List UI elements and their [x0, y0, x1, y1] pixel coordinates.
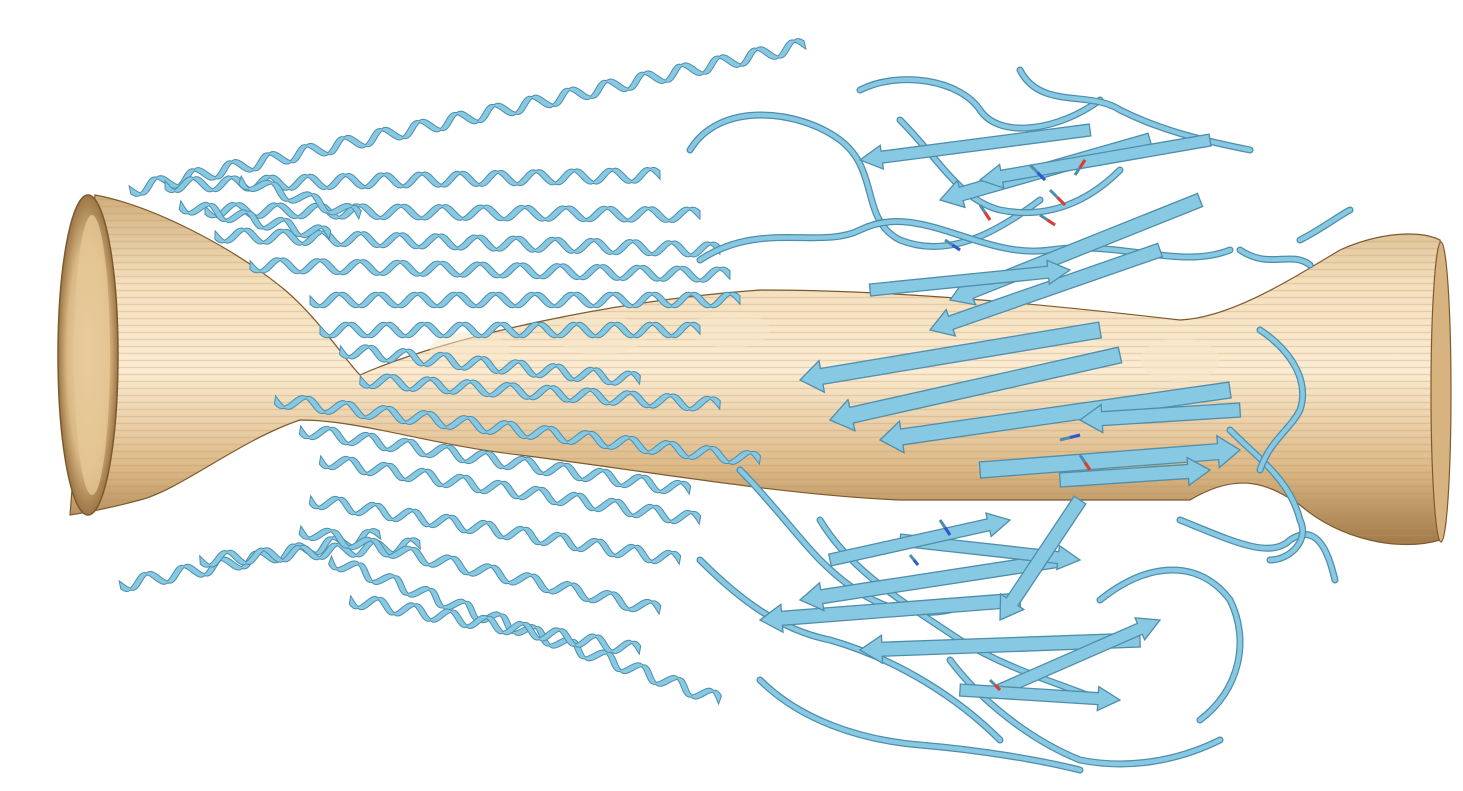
- beta-strand-arrow-icon: [928, 242, 1164, 337]
- beta-strand-arrow-icon: [798, 321, 1103, 394]
- atom-stick: [1078, 159, 1087, 169]
- loop-outline: [946, 656, 1224, 768]
- helix-segment-icon: [309, 291, 741, 309]
- beta-strand-arrow-icon: [958, 683, 1122, 712]
- helix-segment-icon: [238, 174, 362, 221]
- helix-segment-icon: [318, 454, 702, 526]
- atom-stick: [1056, 196, 1067, 207]
- loop-segment-icon: [697, 557, 1003, 743]
- atom-stick: [993, 683, 1002, 692]
- helix-segment-icon: [204, 202, 701, 223]
- atom-stick: [983, 211, 992, 221]
- helix-segment-icon: [359, 373, 721, 412]
- beta-strand-arrow-icon: [948, 192, 1204, 306]
- atom-stick: [943, 526, 952, 536]
- atom-stick: [1036, 171, 1047, 182]
- atom-stick: [912, 559, 920, 566]
- loop-segment-icon: [857, 77, 1103, 131]
- atom-stick: [951, 243, 961, 252]
- helix-segment-icon: [164, 166, 661, 194]
- beta-strand-arrow-icon: [1078, 402, 1242, 434]
- loop-segment-icon: [1097, 567, 1243, 723]
- loop-segment-icon: [1177, 517, 1338, 583]
- loop-segment-icon: [1237, 207, 1353, 268]
- helix-segment-icon: [249, 257, 731, 283]
- beta-strand-arrow-icon: [827, 512, 1012, 567]
- loop-segment-icon: [1227, 427, 1305, 563]
- atom-stick: [1069, 433, 1081, 439]
- helix-segment-icon: [273, 394, 762, 466]
- beta-strand-arrow-icon: [858, 123, 1092, 171]
- loop-segment-icon: [947, 657, 1223, 767]
- helix-segment-icon: [328, 554, 722, 706]
- beta-strand-arrow-icon: [978, 434, 1242, 479]
- helix-segment-icon: [128, 38, 807, 197]
- beta-strand-arrow-icon: [999, 495, 1087, 622]
- beta-strand-arrow-icon: [878, 381, 1232, 454]
- helix-segment-icon: [298, 424, 692, 496]
- helix-segment-icon: [348, 594, 642, 656]
- beta-strand-arrow-icon: [758, 592, 1022, 634]
- atom-stick: [1083, 461, 1092, 471]
- loop-segment-icon: [1257, 327, 1305, 473]
- atom-stick: [1046, 218, 1056, 227]
- beta-sheet-arrow-icon: [758, 123, 1242, 712]
- helix-segment-icon: [339, 344, 641, 386]
- beta-strand-arrow-icon: [868, 259, 1072, 297]
- beta-strand-arrow-icon: [1058, 456, 1212, 488]
- helix-segment-icon: [214, 227, 721, 258]
- loop-segment-icon: [757, 677, 1083, 773]
- helix-segment-icon: [178, 199, 332, 241]
- beta-strand-arrow-icon: [798, 552, 1062, 612]
- helix-segment-icon: [319, 321, 701, 339]
- helix-segment-icon: [298, 524, 662, 616]
- beta-strand-arrow-icon: [996, 617, 1162, 697]
- side-chain-stick-icon: [908, 159, 1092, 692]
- helix-segment-icon: [199, 537, 421, 568]
- beta-strand-arrow-icon: [828, 346, 1123, 432]
- helix-segment-icon: [308, 494, 682, 566]
